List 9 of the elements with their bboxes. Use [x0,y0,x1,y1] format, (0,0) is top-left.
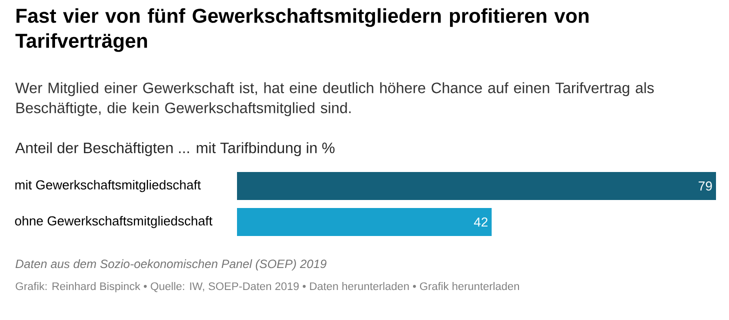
text: Daten aus dem Sozio-oekonomischen Panel (SOEP) 2019 [16,259,326,270]
text: Grafik: Reinhard Bispinck • Quelle: IW, SOEP-Daten 2019 • Daten herunterladen • Grafik herunterladen [16,282,519,292]
data-label: 79 [698,181,712,191]
x-axis-title: Anteil der Beschäftigten ... mit Tarifbindung in % [15,142,335,156]
y-tick-label: mit Gewerkschaftsmitgliedschaft [15,180,201,192]
chart-title: Fast vier von fünf Gewerkschaftsmitgliedern profitieren von Tarifverträgen [15,8,589,52]
data-label: 42 [474,217,488,227]
chart-subtitle: Wer Mitglied einer Gewerkschaft ist, hat eine deutlich höhere Chance auf einen Tarifvertrag als Beschäftigte, die kein Gewerkschaftsmitglied sind. [15,82,654,116]
y-tick-label: ohne Gewerkschaftsmitgliedschaft [15,216,212,228]
